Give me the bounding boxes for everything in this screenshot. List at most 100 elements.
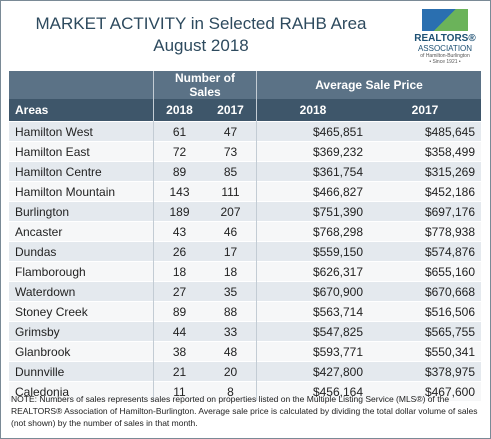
value-cell: 61 — [152, 121, 205, 142]
value-cell: 111 — [204, 181, 257, 202]
area-cell: Flamborough — [9, 261, 154, 282]
value-cell: $559,150 — [256, 241, 369, 262]
value-cell: 143 — [152, 181, 205, 202]
area-cell: Dundas — [9, 241, 154, 262]
value-cell: $452,186 — [369, 181, 481, 202]
note: NOTE: Numbers of sales represents sales … — [11, 394, 478, 428]
area-cell: Hamilton Centre — [9, 161, 154, 182]
value-cell: $378,975 — [369, 361, 481, 382]
area-cell: Burlington — [9, 201, 154, 222]
value-cell: 48 — [204, 341, 257, 362]
value-cell: 18 — [152, 261, 205, 282]
table-row: Hamilton Centre 89 85 $361,754 $315,269 — [9, 161, 481, 182]
value-cell: $427,800 — [256, 361, 369, 382]
value-cell: 72 — [152, 141, 205, 162]
subtitle: August 2018 — [153, 36, 249, 55]
area-cell: Waterdown — [9, 281, 154, 302]
value-cell: $358,499 — [369, 141, 481, 162]
value-cell: 11 — [152, 381, 205, 401]
value-cell: 26 — [152, 241, 205, 262]
table-row: Caledonia 11 8 $456,164 $467,600 — [9, 381, 481, 401]
value-cell: 89 — [152, 161, 205, 182]
logo-mark — [422, 9, 468, 31]
table-row: Hamilton West 61 47 $465,851 $485,645 — [9, 121, 481, 142]
value-cell: $670,900 — [256, 281, 369, 302]
value-cell: $751,390 — [256, 201, 369, 222]
area-cell: Stoney Creek — [9, 301, 154, 322]
table-row: Waterdown 27 35 $670,900 $670,668 — [9, 281, 481, 302]
value-cell: $369,232 — [256, 141, 369, 162]
value-cell: 46 — [204, 221, 257, 242]
value-cell: $655,160 — [369, 261, 481, 282]
value-cell: $547,825 — [256, 321, 369, 342]
value-cell: 44 — [152, 321, 205, 342]
table-row: Stoney Creek 89 88 $563,714 $516,506 — [9, 301, 481, 322]
value-cell: 207 — [204, 201, 257, 222]
value-cell: $485,645 — [369, 121, 481, 142]
value-cell: 20 — [204, 361, 257, 382]
column-header: 2018 — [256, 99, 369, 122]
value-cell: $456,164 — [256, 381, 369, 401]
table-row: Flamborough 18 18 $626,317 $655,160 — [9, 261, 481, 282]
logo-text: of Hamilton-Burlington — [420, 53, 470, 59]
value-cell: 73 — [204, 141, 257, 162]
value-cell: $466,827 — [256, 181, 369, 202]
value-cell: 17 — [204, 241, 257, 262]
column-header: Areas — [9, 99, 154, 122]
value-cell: 27 — [152, 281, 205, 302]
table-row: Ancaster 43 46 $768,298 $778,938 — [9, 221, 481, 242]
area-cell: Dunnville — [9, 361, 154, 382]
table-row: Glanbrook 38 48 $593,771 $550,341 — [9, 341, 481, 362]
value-cell: $467,600 — [369, 381, 481, 401]
area-cell: Hamilton West — [9, 121, 154, 142]
column-header: 2017 — [204, 99, 257, 122]
table-row: Burlington 189 207 $751,390 $697,176 — [9, 201, 481, 222]
value-cell: $361,754 — [256, 161, 369, 182]
title-block: MARKET ACTIVITY in Selected RAHB Area Au… — [1, 13, 401, 57]
value-cell: 33 — [204, 321, 257, 342]
table-row: Dunnville 21 20 $427,800 $378,975 — [9, 361, 481, 382]
value-cell: $768,298 — [256, 221, 369, 242]
value-cell: 85 — [204, 161, 257, 182]
logo-text: • Since 1921 • — [429, 59, 461, 65]
value-cell: 47 — [204, 121, 257, 142]
value-cell: $670,668 — [369, 281, 481, 302]
value-cell: $593,771 — [256, 341, 369, 362]
title: MARKET ACTIVITY in Selected RAHB Area — [35, 14, 367, 33]
table-row: Grimsby 44 33 $547,825 $565,755 — [9, 321, 481, 342]
header-row: Areas 2018 2017 2018 2017 — [9, 99, 481, 122]
value-cell: $563,714 — [256, 301, 369, 322]
value-cell: $516,506 — [369, 301, 481, 322]
table: Number of Sales Average Sale Price Areas… — [9, 71, 481, 401]
column-header: 2017 — [369, 99, 481, 122]
value-cell: $465,851 — [256, 121, 369, 142]
value-cell: $626,317 — [256, 261, 369, 282]
value-cell: 189 — [152, 201, 205, 222]
area-cell: Grimsby — [9, 321, 154, 342]
empty-header — [9, 71, 154, 99]
value-cell: 38 — [152, 341, 205, 362]
area-cell: Glanbrook — [9, 341, 154, 362]
logo-text: ASSOCIATION — [417, 44, 473, 53]
value-cell: 21 — [152, 361, 205, 382]
value-cell: $778,938 — [369, 221, 481, 242]
group-row: Number of Sales Average Sale Price — [9, 71, 481, 99]
area-cell: Hamilton East — [9, 141, 154, 162]
table-row: Dundas 26 17 $559,150 $574,876 — [9, 241, 481, 262]
logo: REALTORS® ASSOCIATION of Hamilton-Burlin… — [408, 9, 482, 65]
area-cell: Caledonia — [9, 381, 154, 401]
area-cell: Hamilton Mountain — [9, 181, 154, 202]
area-cell: Ancaster — [9, 221, 154, 242]
group-header: Average Sale Price — [256, 71, 481, 99]
table-row: Hamilton East 72 73 $369,232 $358,499 — [9, 141, 481, 162]
value-cell: $550,341 — [369, 341, 481, 362]
group-header: Number of Sales — [153, 71, 257, 99]
value-cell: 88 — [204, 301, 257, 322]
value-cell: 18 — [204, 261, 257, 282]
value-cell: 89 — [152, 301, 205, 322]
logo-brand: REALTORS® — [414, 33, 476, 44]
value-cell: 8 — [204, 381, 257, 401]
table-row: Hamilton Mountain 143 111 $466,827 $452,186 — [9, 181, 481, 202]
value-cell: $697,176 — [369, 201, 481, 222]
